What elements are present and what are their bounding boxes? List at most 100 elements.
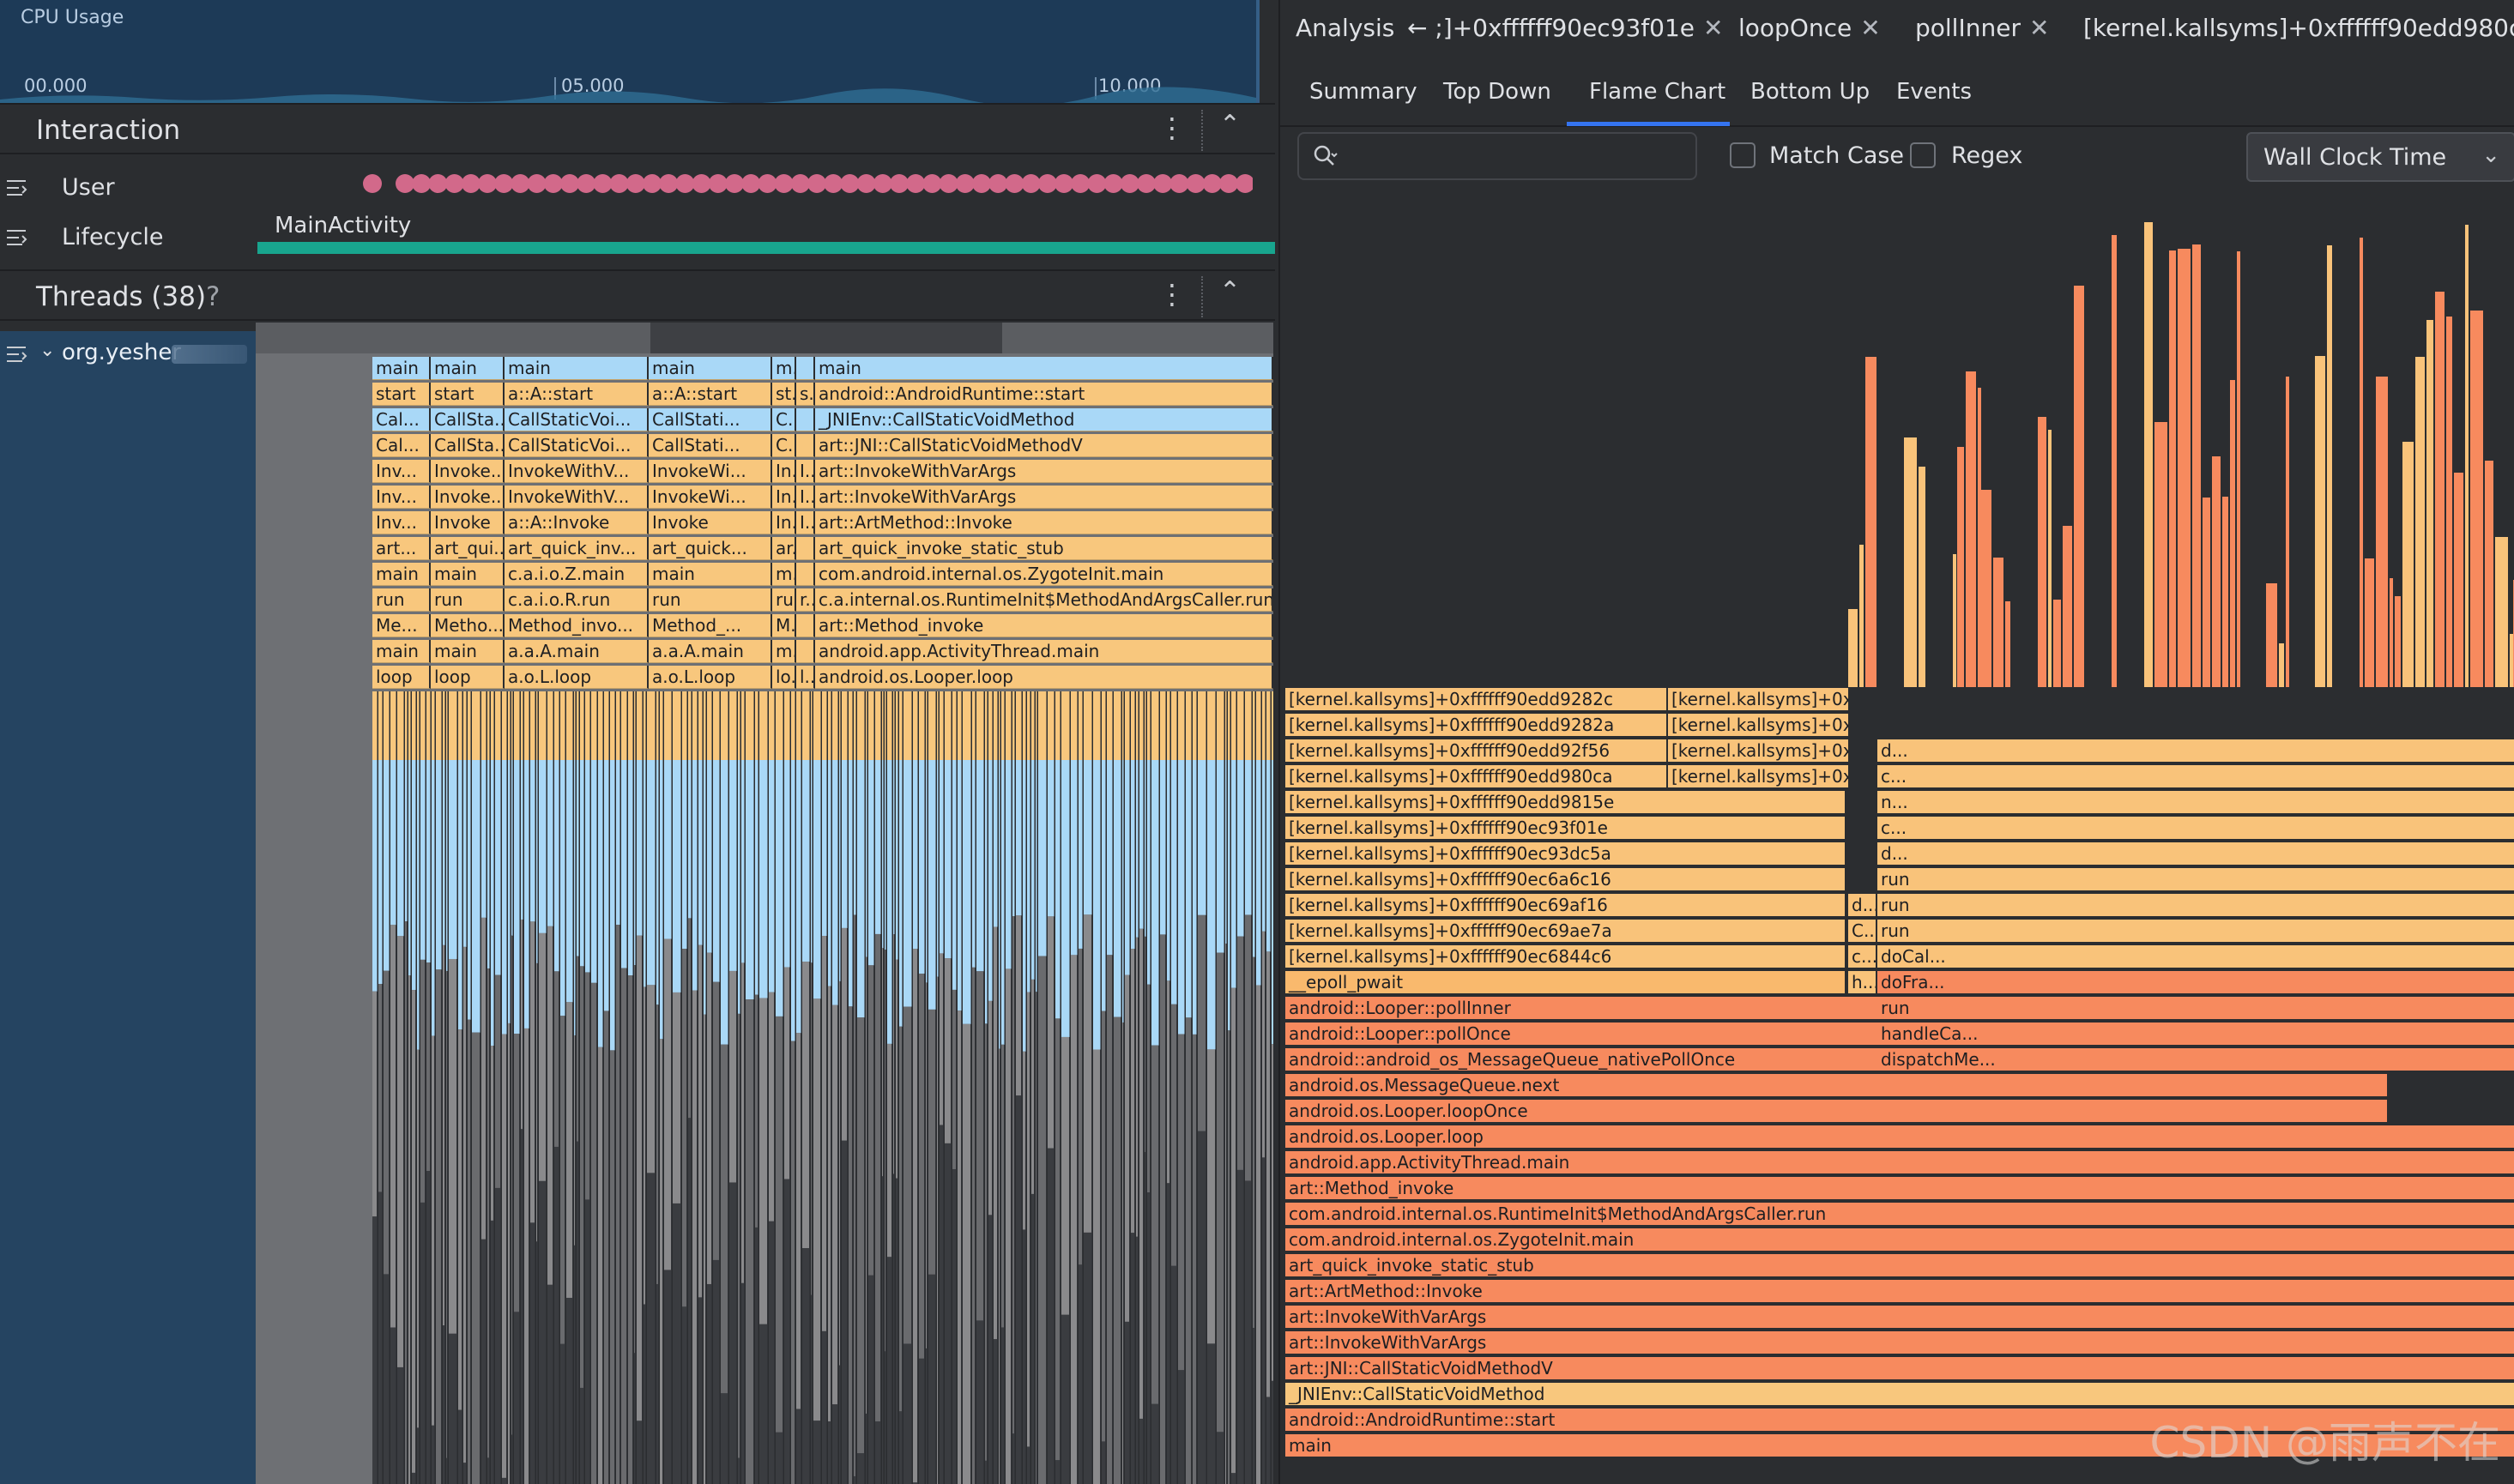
flame-frame-stack[interactable] [1919, 466, 1927, 688]
call-chart-frame[interactable]: InvokeWithV... [505, 486, 649, 509]
user-event-marker[interactable] [461, 174, 480, 193]
flame-frame-stack[interactable] [1865, 357, 1878, 688]
flame-frame-stack[interactable] [2454, 472, 2465, 688]
call-chart-frame[interactable]: M... [772, 614, 796, 637]
call-chart-frame[interactable]: r... [796, 588, 815, 612]
call-chart-frame[interactable]: Invoke [431, 511, 505, 534]
flame-frame[interactable]: art::InvokeWithVarArgs [1285, 1331, 2514, 1354]
call-chart-frame[interactable]: Method_invo... [505, 614, 649, 637]
user-event-marker[interactable] [972, 174, 991, 193]
flame-frame[interactable]: _JNIEnv::CallStaticVoidMethod [1285, 1383, 2514, 1406]
thread-call-chart[interactable]: mainmainmainmainm...mainstartstarta::A::… [372, 357, 1273, 1077]
flame-frame-stack[interactable] [2212, 456, 2222, 688]
user-event-marker[interactable] [1219, 174, 1238, 193]
flame-frame[interactable]: doFra... [1877, 971, 2514, 994]
user-event-marker[interactable] [758, 174, 777, 193]
call-chart-frame[interactable]: art_quick... [649, 537, 772, 560]
cpu-usage-track[interactable]: CPU Usage 00.000 05.000 10.000 [0, 0, 1260, 103]
call-chart-frame[interactable]: Cal... [372, 408, 431, 431]
call-chart-frame[interactable]: Cal... [372, 434, 431, 457]
flame-frame-stack[interactable] [2112, 235, 2118, 688]
flame-frame-stack[interactable] [2063, 526, 2074, 688]
help-icon[interactable]: ? [206, 281, 221, 312]
flame-frame[interactable]: run [1877, 868, 2514, 891]
call-chart-frame[interactable]: I... [796, 486, 815, 509]
call-chart-frame[interactable]: main [372, 563, 431, 586]
call-chart-frame[interactable]: run [649, 588, 772, 612]
call-chart-frame[interactable]: art_quick_inv... [505, 537, 649, 560]
flame-frame[interactable]: run [1877, 920, 2514, 943]
flame-frame-stack[interactable] [2286, 377, 2291, 688]
tab-top-down[interactable]: Top Down [1443, 79, 1551, 105]
user-event-marker[interactable] [725, 174, 744, 193]
flame-frame-stack[interactable] [2074, 285, 2086, 688]
flame-frame-stack[interactable] [2038, 417, 2048, 688]
user-event-marker[interactable] [593, 174, 613, 193]
call-chart-frame[interactable] [796, 640, 815, 663]
user-event-marker[interactable] [774, 174, 794, 193]
flame-frame[interactable]: com.android.internal.os.RuntimeInit$Meth… [1285, 1203, 2514, 1226]
flame-frame[interactable]: [kernel.kallsyms]+0xffffff90ec6844c6 [1285, 945, 1846, 968]
user-event-marker[interactable] [511, 174, 530, 193]
flame-frame[interactable]: [kernel.kallsyms]+0xffffff90edd92f56 [1285, 739, 1668, 763]
call-chart-frame[interactable]: CallStaticVoi... [505, 408, 649, 431]
call-chart-frame[interactable]: android.app.ActivityThread.main [815, 640, 1273, 663]
call-chart-frame[interactable]: InvokeWithV... [505, 460, 649, 483]
flame-frame-stack[interactable] [2465, 224, 2470, 688]
close-icon[interactable]: ✕ [1703, 14, 1724, 42]
user-event-marker[interactable] [444, 174, 464, 193]
call-chart-frame[interactable]: start [372, 383, 431, 406]
user-event-marker[interactable] [609, 174, 629, 193]
threads-section-header[interactable]: Threads (38) ? ⋮ ⌃ [0, 269, 1275, 321]
call-chart-frame[interactable]: art::ArtMethod::Invoke [815, 511, 1273, 534]
flame-frame[interactable]: dispatchMe... [1877, 1048, 2514, 1071]
flame-frame-stack[interactable] [2365, 558, 2376, 688]
flame-frame[interactable]: [kernel.kallsyms]+0xffffff90edd9282c [1668, 688, 1850, 711]
call-chart-frame[interactable]: Invoke... [431, 460, 505, 483]
call-chart-frame[interactable] [796, 614, 815, 637]
flame-frame[interactable]: [kernel.kallsyms]+0xffffff90edd9282c [1285, 688, 1668, 711]
user-event-marker[interactable] [840, 174, 860, 193]
flame-frame-stack[interactable] [2470, 310, 2485, 688]
flame-frame[interactable]: art::Method_invoke [1285, 1177, 2514, 1200]
collapse-icon[interactable]: ⌃ [1218, 276, 1241, 306]
call-chart-frame[interactable]: ar... [772, 537, 796, 560]
call-chart-frame[interactable]: In... [772, 511, 796, 534]
flame-frame[interactable]: C... [1848, 920, 1877, 943]
call-chart-frame[interactable]: art::JNI::CallStaticVoidMethodV [815, 434, 1273, 457]
call-chart-frame[interactable]: CallStati... [649, 434, 772, 457]
search-input[interactable] [1351, 141, 1685, 173]
flame-frame-stack[interactable] [1957, 447, 1966, 688]
call-chart-frame[interactable]: Method_... [649, 614, 772, 637]
call-chart-frame[interactable]: s... [796, 383, 815, 406]
user-event-marker[interactable] [890, 174, 909, 193]
call-chart-frame[interactable]: art::InvokeWithVarArgs [815, 486, 1273, 509]
flame-frame-stack[interactable] [2154, 421, 2169, 688]
call-chart-frame[interactable]: art::InvokeWithVarArgs [815, 460, 1273, 483]
flame-frame-stack[interactable] [2144, 221, 2154, 688]
flame-frame[interactable]: run [1877, 997, 2514, 1020]
call-chart-frame[interactable]: com.android.internal.os.ZygoteInit.main [815, 563, 1273, 586]
user-events-track[interactable] [360, 172, 1253, 196]
flame-frame-stack[interactable] [1981, 490, 1993, 688]
flame-chart[interactable]: main android::AndroidRuntime::start _JNIEn… [1285, 189, 2514, 1484]
flame-frame-stack[interactable] [1904, 437, 1919, 688]
call-chart-frame[interactable]: main [431, 640, 505, 663]
user-event-marker[interactable] [741, 174, 761, 193]
call-chart-frame[interactable]: Metho... [431, 614, 505, 637]
call-chart-frame[interactable]: c.a.i.o.Z.main [505, 563, 649, 586]
call-chart-frame[interactable]: m... [772, 640, 796, 663]
call-chart-frame[interactable]: l... [796, 666, 815, 689]
flame-frame-stack[interactable] [2446, 317, 2454, 688]
user-event-marker[interactable] [396, 174, 414, 193]
call-chart-frame[interactable]: run [372, 588, 431, 612]
call-chart-frame[interactable]: a.o.L.loop [505, 666, 649, 689]
user-event-marker[interactable] [1137, 174, 1156, 193]
user-event-marker[interactable] [1103, 174, 1123, 193]
call-chart-frame[interactable]: main [649, 563, 772, 586]
flame-frame[interactable]: main [1285, 1434, 2514, 1457]
flame-frame[interactable]: c... [1877, 765, 2514, 788]
flame-frame-stack[interactable] [2203, 497, 2212, 688]
flame-frame[interactable]: android::AndroidRuntime::start [1285, 1409, 2514, 1432]
call-chart-frame[interactable]: Inv... [372, 460, 431, 483]
